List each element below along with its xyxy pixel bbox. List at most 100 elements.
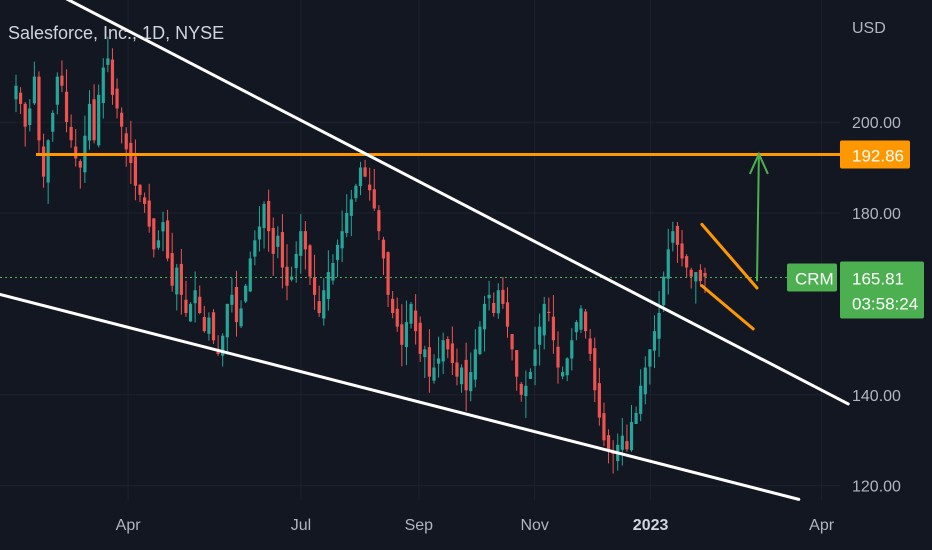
- candle-body: [248, 258, 252, 292]
- candle-body: [317, 301, 321, 313]
- candle-body: [395, 308, 399, 327]
- candle-body: [211, 312, 216, 341]
- candle-body: [69, 126, 73, 141]
- candle-body: [556, 346, 560, 368]
- candle-body: [482, 303, 487, 330]
- candle-body: [505, 302, 510, 327]
- candle-body: [561, 372, 565, 377]
- candle-body: [349, 199, 353, 216]
- candle-body: [455, 362, 459, 377]
- candle-body: [322, 290, 326, 319]
- candle-body: [666, 249, 670, 279]
- candle-body: [97, 94, 101, 146]
- candle-body: [473, 349, 477, 380]
- candle-body: [74, 146, 78, 159]
- candle-body: [184, 299, 188, 313]
- candle-body: [547, 311, 551, 313]
- candle-body: [101, 67, 105, 104]
- candle-body: [129, 142, 133, 163]
- candle-body: [574, 322, 578, 333]
- candle-body: [303, 231, 307, 250]
- last-price-badge: [840, 261, 924, 319]
- symbol-label: CRM: [795, 270, 834, 289]
- drawings[interactable]: [0, 0, 850, 501]
- candle-body: [593, 348, 597, 391]
- candle-body: [331, 263, 335, 281]
- candle-body: [156, 240, 160, 248]
- candle-body: [358, 167, 363, 187]
- candle-body: [629, 422, 634, 451]
- candle-body: [175, 267, 179, 295]
- candle-body: [694, 272, 698, 282]
- candle-body: [244, 285, 248, 302]
- candle-body: [78, 161, 82, 168]
- candle-body: [193, 290, 197, 304]
- candle-body: [179, 263, 183, 295]
- candle-body: [533, 349, 537, 366]
- candle-body: [28, 108, 32, 126]
- candle-body: [634, 413, 638, 424]
- candle-body: [55, 76, 59, 105]
- candle-body: [207, 317, 211, 334]
- candle-body: [188, 303, 193, 322]
- x-tick-label: Sep: [405, 517, 434, 534]
- candle-body: [648, 349, 652, 367]
- candle-body: [312, 277, 317, 295]
- candle-body: [542, 303, 546, 336]
- candle-body: [308, 245, 312, 277]
- candle-body: [409, 303, 413, 324]
- candle-body: [234, 286, 239, 323]
- candle-body: [37, 76, 41, 141]
- candle-body: [492, 302, 496, 313]
- grid: [0, 0, 840, 500]
- candle-body: [496, 290, 500, 314]
- y-tick-label: 120.00: [852, 479, 901, 496]
- breakout-arrow: [756, 153, 760, 282]
- candle-body: [23, 103, 27, 127]
- candle-body: [643, 367, 647, 395]
- candle-body: [588, 338, 592, 354]
- candle-body: [703, 273, 707, 277]
- candle-body: [368, 184, 372, 191]
- candle-body: [372, 189, 376, 209]
- candle-body: [432, 367, 436, 381]
- candle-body: [446, 339, 450, 350]
- candle-body: [32, 76, 36, 104]
- candle-body: [64, 91, 69, 123]
- candle-body: [120, 112, 124, 127]
- x-tick-label: Apr: [116, 517, 142, 534]
- upper-trendline: [65, 0, 850, 406]
- candle-body: [92, 99, 96, 141]
- candle-body: [510, 334, 514, 350]
- candle-body: [267, 200, 271, 232]
- candle-body: [620, 435, 624, 450]
- candle-body: [680, 243, 684, 259]
- candle-body: [418, 322, 422, 354]
- candle-body: [570, 340, 574, 359]
- candle-body: [340, 231, 344, 249]
- candle-body: [18, 92, 23, 104]
- chart-title: Salesforce, Inc., 1D, NYSE: [8, 23, 224, 43]
- candle-body: [579, 308, 583, 330]
- candle-body: [152, 218, 156, 250]
- candle-body: [280, 232, 285, 268]
- candle-body: [538, 326, 542, 345]
- candle-body: [290, 276, 294, 280]
- candle-body: [165, 220, 170, 259]
- candle-body: [202, 317, 206, 332]
- candle-body: [414, 310, 418, 332]
- axes[interactable]: 200.00 180.00 140.00 120.00 192.86 CRM 165.81 0…: [116, 115, 924, 534]
- candle-body: [639, 385, 643, 414]
- candle-body: [326, 272, 330, 299]
- candle-body: [597, 383, 601, 418]
- candle-body: [652, 331, 657, 351]
- candle-body: [143, 197, 147, 204]
- candle-body: [60, 75, 64, 86]
- candle-body: [689, 269, 693, 277]
- last-price-label: 165.81: [852, 270, 904, 289]
- candle-body: [115, 88, 119, 109]
- candle-body: [262, 203, 266, 229]
- countdown-label: 03:58:24: [852, 295, 918, 314]
